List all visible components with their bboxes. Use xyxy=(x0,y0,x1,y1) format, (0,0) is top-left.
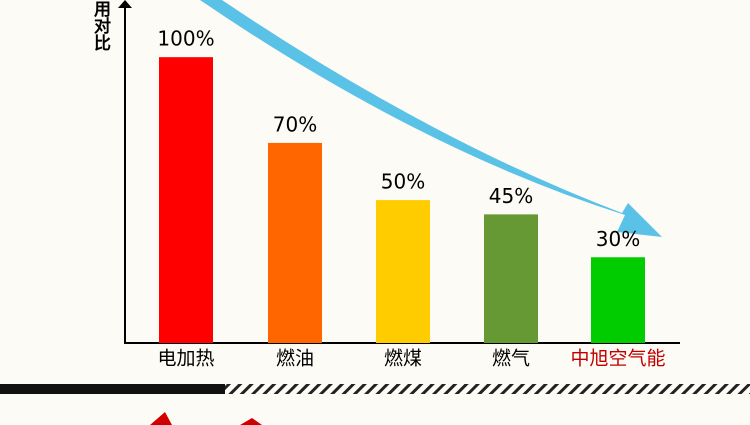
value-label: 50% xyxy=(381,170,425,194)
y-axis-label: 运行费用对比 xyxy=(90,0,112,52)
value-label: 45% xyxy=(489,184,533,208)
x-tick-label: 中旭空气能 xyxy=(570,348,665,370)
trend-arrow xyxy=(200,0,662,237)
y-axis-arrow xyxy=(118,0,132,8)
value-label: 30% xyxy=(596,227,640,251)
x-tick-label: 燃油 xyxy=(276,348,314,370)
bar xyxy=(591,257,645,343)
value-label: 100% xyxy=(157,27,214,51)
x-tick-label: 燃煤 xyxy=(384,348,422,370)
x-tick-label: 燃气 xyxy=(492,348,530,370)
divider-hatch xyxy=(225,384,750,394)
bar xyxy=(159,57,213,344)
divider xyxy=(0,384,225,394)
decoration xyxy=(150,412,262,425)
bar xyxy=(484,214,538,343)
value-label: 70% xyxy=(273,112,317,136)
x-tick-label: 电加热 xyxy=(157,348,214,370)
bar xyxy=(376,200,430,343)
bar xyxy=(268,142,322,343)
